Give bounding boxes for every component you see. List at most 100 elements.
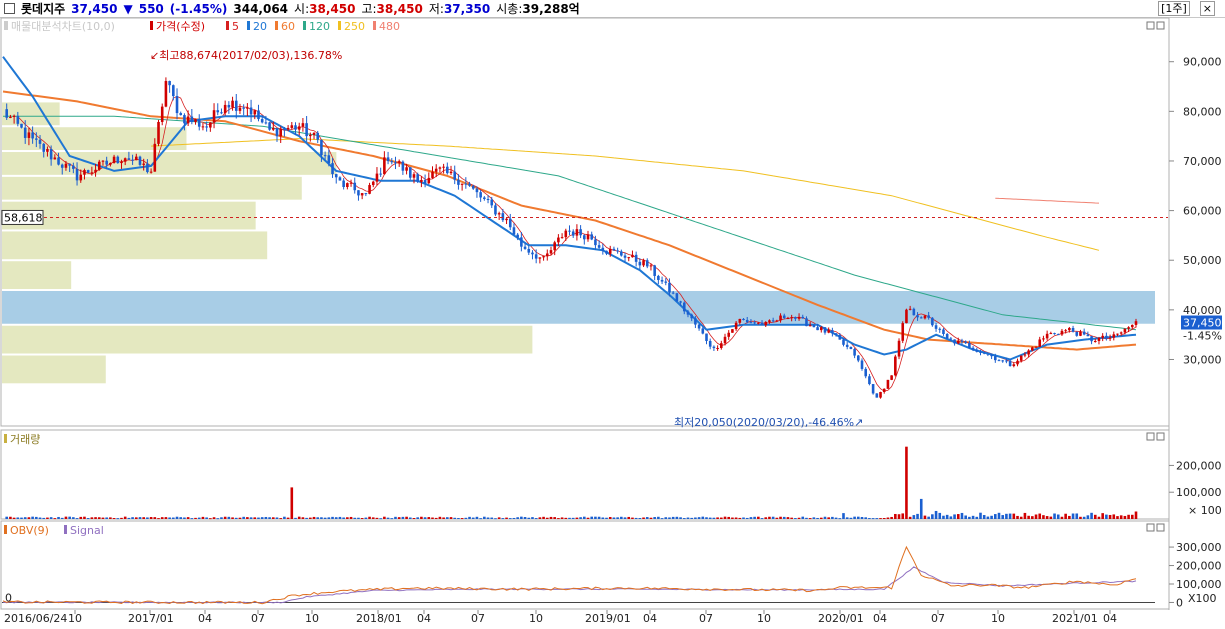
volume-bar: [649, 517, 653, 519]
volume-bar: [960, 512, 964, 519]
volume-bar: [1001, 515, 1005, 519]
candle-body: [675, 293, 679, 302]
candle-body: [168, 81, 171, 86]
volume-bar: [1068, 515, 1071, 519]
volume-bar: [601, 517, 605, 519]
volume-bar: [834, 517, 838, 519]
volume-bar: [268, 517, 271, 519]
volume-bar: [1019, 516, 1023, 519]
candle-body: [227, 104, 231, 108]
volume-profile-bar-1: [2, 127, 187, 151]
volume-bar: [1034, 514, 1038, 519]
last-pct-label: -1.45%: [1183, 330, 1222, 343]
ma480-line: [995, 197, 1100, 204]
volume-profile-bar-8: [2, 325, 533, 354]
candle-body: [931, 317, 934, 326]
candle-body: [979, 351, 982, 353]
candle-body: [720, 343, 723, 348]
volume-bar: [671, 516, 675, 519]
legend-swatch-ma250: [338, 21, 341, 30]
volume-bar: [816, 517, 819, 519]
candle-body: [268, 122, 271, 130]
candle-body: [1127, 327, 1130, 329]
candle-body: [72, 165, 75, 169]
volume-bar: [842, 513, 845, 519]
volume-bar: [571, 517, 575, 519]
volume-bar: [49, 517, 53, 519]
low-value: 37,350: [443, 1, 491, 16]
volume-bar: [620, 516, 623, 519]
volume-bar: [886, 517, 890, 519]
volume-profile-bar-9: [2, 355, 106, 384]
volume-bar: [1108, 514, 1112, 519]
volume-panel-buttons[interactable]: [1146, 432, 1165, 441]
volume-bar: [23, 517, 27, 519]
candle-body: [816, 327, 819, 331]
candle-body: [916, 315, 919, 318]
volume-bar: [997, 512, 1001, 519]
candle-body: [879, 391, 882, 398]
period-button[interactable]: [1주]: [1158, 1, 1190, 16]
candle-body: [1027, 350, 1030, 355]
candle-body: [1012, 364, 1016, 367]
candle-body: [175, 96, 179, 114]
volume-bar: [323, 517, 327, 519]
volume-bar: [790, 517, 793, 519]
obv-panel-buttons[interactable]: [1146, 523, 1165, 532]
candle-body: [764, 321, 768, 326]
candle-body: [338, 177, 342, 181]
volume-tick-label-1: 100,000: [1176, 486, 1222, 499]
volume-bar: [675, 516, 679, 519]
candle-body: [379, 173, 382, 175]
volume-bar: [1045, 516, 1049, 519]
volume-bar: [146, 517, 149, 519]
volume-bar: [1064, 513, 1067, 519]
candle-body: [57, 157, 60, 165]
volume-bar: [690, 517, 693, 519]
volume-bar: [875, 518, 879, 520]
candle-body: [23, 127, 27, 138]
volume-bar: [731, 517, 734, 519]
candle-body: [1086, 334, 1090, 337]
volume-bar: [1112, 514, 1116, 519]
candle-body: [786, 317, 790, 319]
candle-body: [1105, 335, 1108, 339]
candle-body: [523, 246, 527, 249]
candle-body: [186, 116, 190, 124]
obv-tick-label-1: 200,000: [1176, 560, 1222, 573]
volume-bar: [553, 517, 556, 519]
volume-bar: [1075, 513, 1079, 519]
candle-body: [771, 320, 775, 322]
candle-body: [568, 230, 571, 232]
volume-bar: [257, 517, 260, 519]
volume-bar: [905, 446, 908, 519]
candle-body: [620, 251, 623, 256]
close-icon[interactable]: ×: [1199, 1, 1215, 16]
candle-body: [705, 333, 708, 341]
select-checkbox[interactable]: [4, 3, 15, 14]
volume-bar: [890, 516, 893, 519]
volume-bar: [1005, 513, 1008, 519]
volume-bar: [516, 517, 519, 519]
candle-body: [142, 163, 145, 165]
volume-bar: [260, 517, 264, 519]
volume-bar: [760, 518, 764, 520]
volume-bar: [35, 516, 38, 519]
volume-bar: [9, 516, 12, 519]
obv-title-swatch: [4, 525, 7, 534]
volume-bar: [945, 514, 949, 519]
volume-bar: [90, 517, 94, 519]
candle-body: [60, 164, 64, 168]
volume-bar: [794, 518, 797, 520]
candle-body: [760, 322, 764, 326]
candle-body: [153, 143, 157, 172]
volume-bar: [645, 517, 649, 519]
price-panel-buttons[interactable]: [1146, 21, 1165, 30]
candle-body: [731, 329, 734, 333]
volume-bar: [94, 517, 97, 519]
volume-bar: [497, 517, 501, 519]
candle-body: [671, 292, 675, 294]
volume-bar: [453, 517, 457, 519]
volume-bar: [727, 516, 731, 519]
candle-body: [249, 107, 253, 115]
